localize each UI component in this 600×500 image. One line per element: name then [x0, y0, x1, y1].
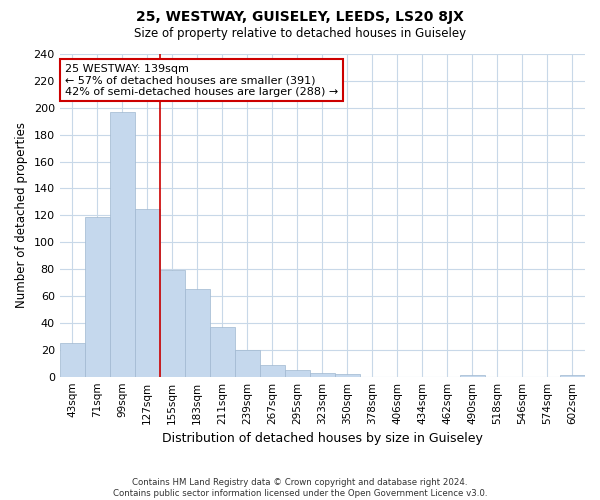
Text: 25 WESTWAY: 139sqm
← 57% of detached houses are smaller (391)
42% of semi-detach: 25 WESTWAY: 139sqm ← 57% of detached hou… [65, 64, 338, 97]
Bar [310, 372, 335, 376]
Text: 25, WESTWAY, GUISELEY, LEEDS, LS20 8JX: 25, WESTWAY, GUISELEY, LEEDS, LS20 8JX [136, 10, 464, 24]
Text: Size of property relative to detached houses in Guiseley: Size of property relative to detached ho… [134, 28, 466, 40]
Bar [335, 374, 360, 376]
Bar [235, 350, 260, 376]
Bar [260, 364, 285, 376]
Bar [110, 112, 135, 376]
Bar [85, 216, 110, 376]
X-axis label: Distribution of detached houses by size in Guiseley: Distribution of detached houses by size … [162, 432, 483, 445]
Bar [210, 327, 235, 376]
Bar [135, 208, 160, 376]
Bar [185, 290, 210, 376]
Y-axis label: Number of detached properties: Number of detached properties [15, 122, 28, 308]
Bar [285, 370, 310, 376]
Bar [160, 270, 185, 376]
Bar [59, 343, 85, 376]
Text: Contains HM Land Registry data © Crown copyright and database right 2024.
Contai: Contains HM Land Registry data © Crown c… [113, 478, 487, 498]
